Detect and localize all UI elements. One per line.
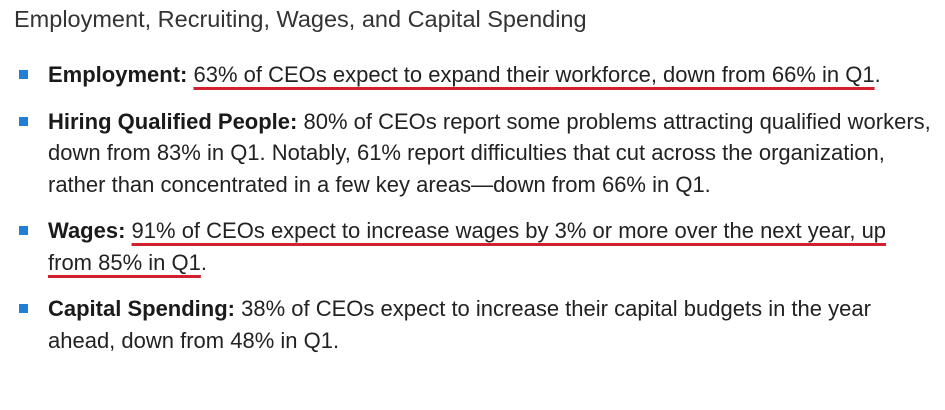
bullet-capital-spending: Capital Spending: 38% of CEOs expect to … <box>0 293 932 356</box>
bullet-text: 80% of CEOs report some problems attract… <box>48 108 931 197</box>
bullet-trailing: . <box>874 62 881 87</box>
bullet-text-highlighted: 91% of CEOs expect to increase wages by … <box>48 218 887 275</box>
bullet-text-highlighted: 63% of CEOs expect to expand their workf… <box>193 62 875 87</box>
bullet-label: Capital Spending: <box>48 296 235 321</box>
square-bullet-icon <box>19 70 28 79</box>
square-bullet-icon <box>19 304 28 313</box>
square-bullet-icon <box>19 226 28 235</box>
bullet-hiring-qualified-people: Hiring Qualified People: 80% of CEOs rep… <box>0 106 932 201</box>
bullet-employment: Employment: 63% of CEOs expect to expand… <box>0 59 932 91</box>
bullet-label: Hiring Qualified People: <box>48 108 298 134</box>
section-heading: Employment, Recruiting, Wages, and Capit… <box>14 6 587 32</box>
bullet-label: Wages: <box>48 218 126 243</box>
bullet-list: Employment: 63% of CEOs expect to expand… <box>0 59 945 371</box>
bullet-trailing: . <box>200 249 207 275</box>
square-bullet-icon <box>19 116 28 126</box>
bullet-wages: Wages: 91% of CEOs expect to increase wa… <box>0 215 932 278</box>
bullet-label: Employment: <box>48 62 188 87</box>
bullet-text: 38% of CEOs expect to increase their cap… <box>48 296 871 353</box>
